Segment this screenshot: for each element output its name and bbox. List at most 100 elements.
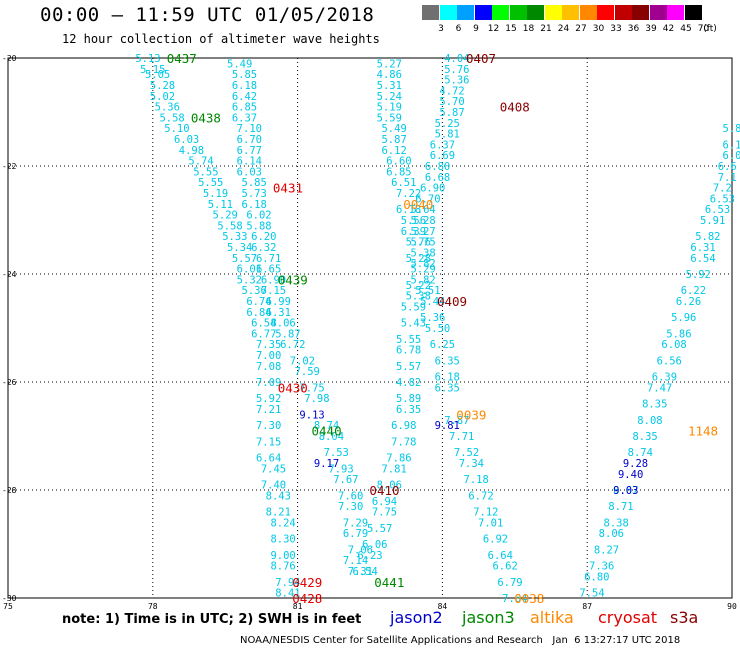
pass-time-label: 0040: [403, 197, 433, 212]
wave-height-value: 7.98: [304, 393, 329, 405]
wave-height-value: 6.02: [246, 210, 271, 222]
wave-height-value: 6.79: [343, 528, 368, 540]
wave-height-value: 5.92: [686, 269, 711, 281]
wave-height-value: 6.79: [497, 577, 522, 589]
wave-height-value: 7.54: [579, 588, 604, 600]
wave-height-value: 6.99: [266, 296, 291, 308]
wave-height-value: 7.10: [237, 123, 262, 135]
pass-time-label: 0039: [456, 407, 486, 422]
legend-swatch: [562, 5, 579, 20]
wave-height-value: 8.04: [319, 431, 344, 443]
wave-height-value: 5.85: [242, 177, 267, 189]
wave-height-value: 5.29: [410, 264, 435, 276]
wave-height-value: 6.39: [401, 226, 426, 238]
pass-time-label: 0409: [437, 294, 467, 309]
wave-height-value: 5.29: [213, 210, 238, 222]
wave-height-value: 7.12: [473, 507, 498, 519]
wave-height-value: 7.2: [713, 183, 732, 195]
wave-height-value: 5.44: [420, 296, 445, 308]
lat-tick-label: -22: [2, 162, 17, 171]
wave-height-value: 6.31: [266, 307, 291, 319]
wave-height-value: 7.86: [386, 453, 411, 465]
wave-height-value: 6.54: [690, 253, 715, 265]
legend-label: 6: [455, 24, 462, 34]
wave-height-value: 6.31: [690, 242, 715, 254]
wave-height-value: 5.73: [242, 188, 267, 200]
wave-height-value: 5.32: [237, 274, 262, 286]
wave-height-value: 5.36: [444, 75, 469, 87]
wave-height-value: 5.55: [193, 166, 218, 178]
lon-tick-label: 84: [438, 602, 448, 611]
legend-swatch: [579, 5, 597, 20]
wave-height-value: 5.05: [145, 69, 170, 81]
wave-height-value: 7.81: [381, 463, 406, 475]
wave-height-value: 8.06: [377, 480, 402, 492]
legend-swatch: [439, 5, 457, 20]
wave-height-value: 5.57: [396, 361, 421, 373]
pass-time-label: 0441: [374, 575, 404, 590]
wave-height-value: 6.64: [488, 550, 513, 562]
wave-height-value: 7.22: [396, 188, 421, 200]
pass-time-label: 0407: [466, 51, 496, 66]
wave-height-value: 5.10: [164, 123, 189, 135]
wave-height-value: 5.02: [150, 91, 175, 103]
wave-height-value: 6.62: [492, 561, 517, 573]
pass-time-label: 0038: [514, 591, 544, 606]
wave-height-value: 8.74: [628, 447, 653, 459]
wave-height-value: 6.56: [657, 355, 682, 367]
lon-tick-label: 75: [3, 602, 13, 611]
wave-height-value: 8.67: [613, 485, 638, 497]
wave-height-value: 9.13: [299, 409, 324, 421]
legend-label: 42: [662, 24, 675, 34]
wave-height-value: 6.90: [420, 183, 445, 195]
wave-height-value: 5.58: [159, 112, 184, 124]
wave-height-value: 7.02: [290, 355, 315, 367]
wave-height-value: 5.36: [242, 285, 267, 297]
wave-height-value: 5.82: [410, 274, 435, 286]
pass-time-label: 0429: [292, 575, 322, 590]
wave-height-value: 7.67: [333, 474, 358, 486]
wave-height-value: 5.57: [367, 523, 392, 535]
wave-height-value: 6.35: [396, 404, 421, 416]
legend-swatch: [509, 5, 527, 20]
wave-height-value: 6.18: [242, 199, 267, 211]
legend-swatch: [667, 5, 684, 20]
wave-height-value: 6.84: [246, 307, 271, 319]
page-subtitle: 12 hour collection of altimeter wave hei…: [62, 32, 380, 46]
map-frame: [7, 57, 733, 599]
wave-height-value: 7.94: [275, 577, 300, 589]
wave-height-value: 6.78: [396, 345, 421, 357]
wave-height-value: 5.38: [410, 247, 435, 259]
wave-height-value: 6.70: [415, 193, 440, 205]
pass-time-label: 0430: [278, 380, 308, 395]
legend-swatch: [422, 5, 439, 20]
wave-height-value: 9.81: [435, 420, 460, 432]
wave-height-value: 6.39: [652, 372, 677, 384]
wave-height-value: 6.54: [251, 318, 276, 330]
wave-height-value: 6.35: [435, 355, 460, 367]
lat-tick-label: -20: [2, 54, 17, 63]
wave-height-value: 9.28: [623, 458, 648, 470]
wave-height-value: 6.0: [723, 150, 740, 162]
wave-height-value: 6.71: [256, 253, 281, 265]
pass-time-label: 0438: [191, 110, 221, 125]
timestamp: Jan 6 13:27:17 UTC 2018: [542, 635, 681, 646]
legend-label: 24: [557, 24, 570, 34]
wave-height-value: 7.30: [338, 501, 363, 513]
wave-height-value: 7.75: [299, 382, 324, 394]
pass-time-label: 0437: [167, 51, 197, 66]
wave-height-value: 6.85: [386, 166, 411, 178]
wave-height-value: 6.18: [435, 372, 460, 384]
wave-height-value: 5.87: [381, 134, 406, 146]
wave-height-value: 6.32: [251, 242, 276, 254]
wave-height-value: 8.43: [266, 490, 291, 502]
wave-height-value: 7.30: [256, 420, 281, 432]
wave-height-value: 6.70: [237, 134, 262, 146]
wave-height-value: 6.72: [468, 490, 493, 502]
legend-label: 70: [697, 24, 710, 34]
wave-height-value: 6.42: [232, 91, 257, 103]
wave-height-value: 7.35: [256, 339, 281, 351]
legend-label: 27: [575, 24, 587, 34]
wave-height-value: 5.92: [256, 393, 281, 405]
